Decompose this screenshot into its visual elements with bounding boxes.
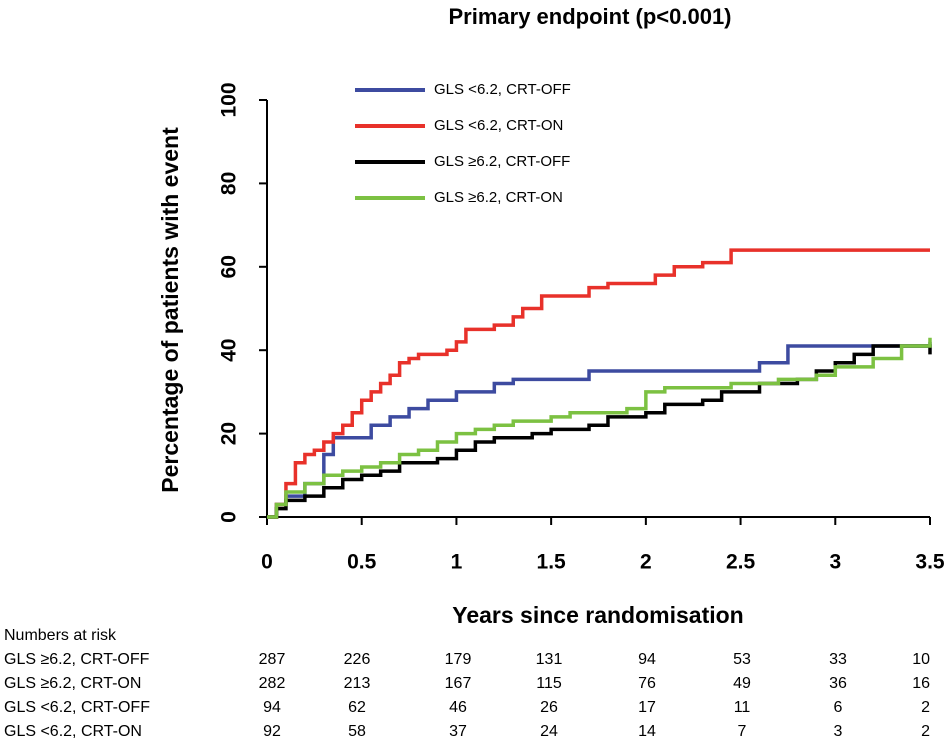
chart-title: Primary endpoint (p<0.001)	[448, 4, 731, 29]
y-tick-label: 40	[218, 339, 241, 362]
x-tick-label: 3	[829, 551, 841, 574]
legend-label: GLS ≥6.2, CRT-ON	[434, 189, 563, 206]
risk-value: 226	[344, 651, 371, 668]
risk-value: 179	[445, 651, 472, 668]
x-tick-label: 0	[261, 551, 273, 574]
risk-value: 3	[834, 723, 843, 740]
x-tick-label: 1	[451, 551, 463, 574]
risk-value: 2	[921, 699, 930, 716]
x-tick-label: 3.5	[915, 551, 945, 574]
risk-value: 76	[638, 675, 656, 692]
risk-value: 16	[912, 675, 930, 692]
risk-value: 94	[263, 699, 281, 716]
risk-value: 24	[540, 723, 558, 740]
risk-value: 287	[259, 651, 286, 668]
x-tick-label: 2	[640, 551, 652, 574]
risk-value: 213	[344, 675, 371, 692]
risk-value: 167	[445, 675, 472, 692]
km-curve	[267, 337, 932, 519]
x-axis-label: Years since randomisation	[452, 602, 743, 628]
y-axis-label: Percentage of patients with event	[157, 127, 183, 493]
y-tick-label: 20	[218, 422, 241, 445]
risk-value: 7	[738, 723, 747, 740]
km-curve	[267, 344, 932, 519]
risk-value: 11	[734, 699, 751, 716]
risk-row-label: GLS <6.2, CRT-OFF	[4, 699, 150, 716]
risk-value: 6	[834, 699, 843, 716]
y-tick-label: 80	[218, 172, 241, 195]
x-tick-label: 0.5	[347, 551, 377, 574]
risk-value: 26	[540, 699, 558, 716]
risk-value: 33	[829, 651, 847, 668]
y-tick-label: 0	[218, 511, 241, 523]
y-tick-label: 60	[218, 255, 241, 278]
risk-value: 282	[259, 675, 286, 692]
km-curve	[267, 248, 930, 519]
risk-value: 94	[638, 651, 656, 668]
risk-value: 36	[829, 675, 847, 692]
risk-row-label: GLS ≥6.2, CRT-OFF	[4, 651, 150, 668]
risk-value: 62	[348, 699, 366, 716]
risk-value: 92	[263, 723, 281, 740]
risk-value: 115	[536, 675, 562, 692]
risk-value: 49	[733, 675, 751, 692]
risk-value: 17	[638, 699, 656, 716]
risk-value: 58	[348, 723, 366, 740]
y-tick-label: 100	[218, 82, 241, 117]
risk-value: 2	[921, 723, 930, 740]
risk-value: 14	[638, 723, 656, 740]
legend-label: GLS ≥6.2, CRT-OFF	[434, 153, 570, 170]
x-tick-label: 2.5	[726, 551, 756, 574]
risk-value: 37	[449, 723, 467, 740]
risk-value: 10	[912, 651, 930, 668]
risk-row-label: GLS ≥6.2, CRT-ON	[4, 675, 141, 692]
legend-label: GLS <6.2, CRT-OFF	[434, 81, 571, 98]
legend-label: GLS <6.2, CRT-ON	[434, 117, 563, 134]
risk-table-title: Numbers at risk	[4, 627, 117, 644]
km-curve	[267, 341, 932, 519]
risk-row-label: GLS <6.2, CRT-ON	[4, 723, 142, 740]
risk-value: 131	[536, 651, 563, 668]
x-tick-label: 1.5	[537, 551, 567, 574]
risk-value: 46	[449, 699, 467, 716]
risk-value: 53	[733, 651, 751, 668]
